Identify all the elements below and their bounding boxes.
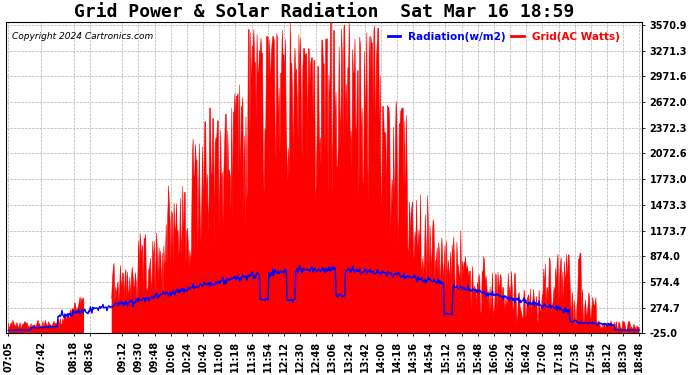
Legend: Radiation(w/m2), Grid(AC Watts): Radiation(w/m2), Grid(AC Watts) [384,27,624,46]
Title: Grid Power & Solar Radiation  Sat Mar 16 18:59: Grid Power & Solar Radiation Sat Mar 16 … [74,3,574,21]
Text: Copyright 2024 Cartronics.com: Copyright 2024 Cartronics.com [12,32,153,40]
